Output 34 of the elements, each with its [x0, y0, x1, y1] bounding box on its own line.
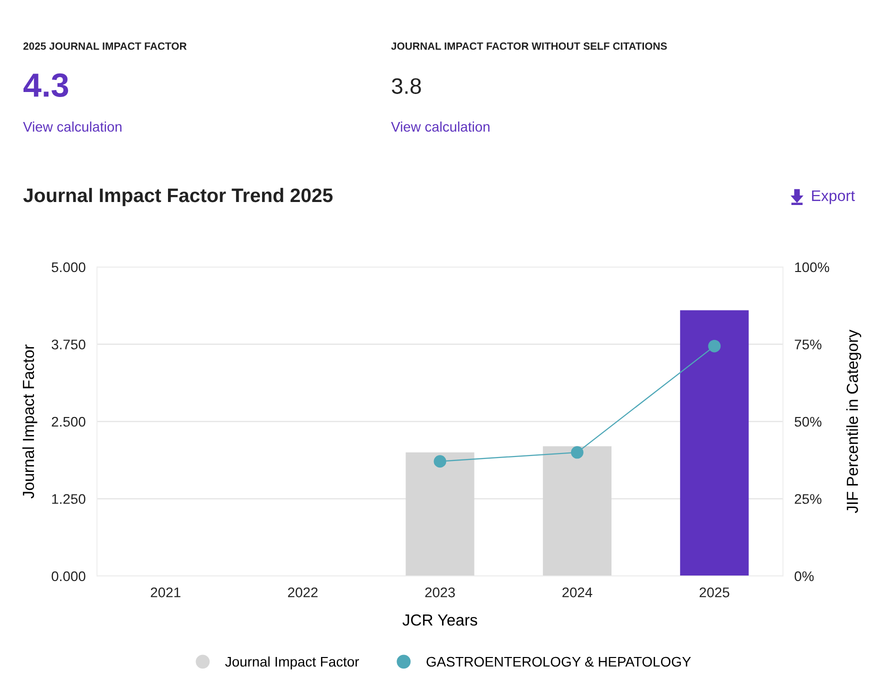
point: [434, 455, 446, 468]
text: JOURNAL IMPACT FACTOR WITHOUT SELF CITATIONS: [391, 42, 667, 50]
y-tick-label: 0.000: [52, 571, 86, 582]
bar: [542, 446, 612, 576]
y2-tick-label: 100%: [795, 262, 830, 272]
x-tick-label: 2025: [700, 587, 730, 598]
chart-title: Journal Impact Factor Trend 2025: [23, 188, 333, 206]
x-tick-label: 2022: [288, 587, 318, 598]
bar: [680, 310, 749, 576]
point: [570, 446, 584, 459]
y2-tick-label: 0%: [794, 571, 814, 582]
y2-tick-label: 75%: [794, 340, 822, 350]
y2-tick-label: 25%: [794, 494, 822, 504]
x-axis-title: JCR Years: [402, 614, 478, 626]
y2-axis-title: JIF Percentile in Category: [846, 330, 862, 514]
legend-label: GASTROENTEROLOGY & HEPATOLOGY: [426, 656, 691, 667]
legend-label: Journal Impact Factor: [225, 656, 360, 670]
x-tick-label: 2023: [425, 587, 455, 598]
point: [708, 340, 721, 352]
y-tick-label: 5.000: [52, 262, 86, 272]
x-tick-label: 2021: [150, 587, 180, 598]
text: 2025 JOURNAL IMPACT FACTOR: [23, 42, 187, 50]
y2-tick-label: 50%: [794, 416, 822, 427]
y-tick-label: 1.250: [52, 494, 86, 504]
y-axis-title: Journal Impact Factor: [22, 344, 38, 498]
bar: [406, 452, 474, 576]
text: Export: [812, 190, 855, 204]
text: 4.3: [24, 73, 68, 97]
x-tick-label: 2024: [562, 587, 592, 598]
text: View calculation: [23, 122, 122, 132]
text: 3.8: [392, 78, 421, 94]
text: View calculation: [391, 122, 490, 132]
y-tick-label: 3.750: [52, 340, 86, 350]
y-tick-label: 2.500: [52, 416, 86, 427]
